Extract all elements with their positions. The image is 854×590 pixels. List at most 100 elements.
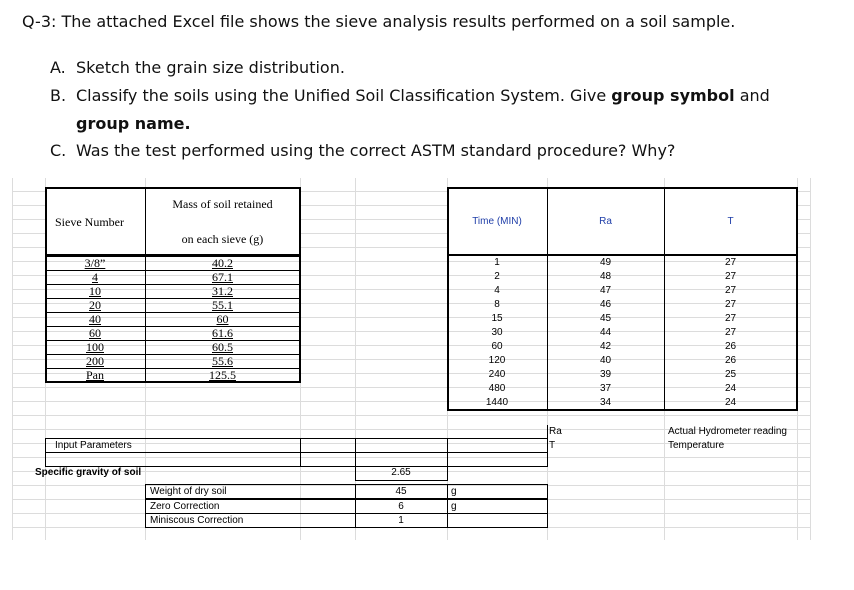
cell <box>447 438 548 453</box>
mass-retained: 60.5 <box>212 340 233 354</box>
hydrometer-value: 27 <box>724 299 737 310</box>
hydrometer-value: 26 <box>724 341 737 352</box>
mass-retained: 125.5 <box>209 368 236 382</box>
emphasis: group name. <box>76 114 191 133</box>
grid-column <box>355 178 356 540</box>
task-line: Classify the soils using the Unified Soi… <box>76 86 770 105</box>
param-label: Specific gravity of soil <box>35 467 142 478</box>
input-title: Input Parameters <box>55 440 132 451</box>
hydrometer-value: 120 <box>488 355 506 366</box>
hydrometer-value: 15 <box>491 313 503 324</box>
task-text: Classify the soils using the Unified Soi… <box>76 86 607 105</box>
hydrometer-value: 26 <box>724 355 737 366</box>
joiner: and <box>739 86 770 105</box>
hydrometer-value: 49 <box>599 257 612 268</box>
sieve-number: 60 <box>89 326 101 340</box>
param-value: 6 <box>398 500 404 512</box>
hydrometer-value: 39 <box>599 369 612 380</box>
frame <box>447 256 798 411</box>
hydrometer-value: 48 <box>599 271 612 282</box>
header: Sieve Number <box>55 215 124 229</box>
sieve-number: 3/8” <box>84 256 106 270</box>
hydrometer-value: 25 <box>724 369 737 380</box>
hydrometer-value: 44 <box>599 327 612 338</box>
cell <box>355 438 448 453</box>
mass-retained: 55.1 <box>212 298 233 312</box>
mass-retained: 40.2 <box>212 256 233 270</box>
task-marker: B. <box>50 86 67 105</box>
param-value: 1 <box>398 515 404 526</box>
hydrometer-value: 480 <box>488 383 506 394</box>
legend-meaning: Temperature <box>668 440 725 451</box>
hydrometer-value: 60 <box>491 341 503 352</box>
hydrometer-value: 4 <box>494 285 500 296</box>
hydrometer-value: 24 <box>724 397 737 408</box>
sieve-number: 40 <box>89 312 101 326</box>
param-unit: g <box>451 486 457 497</box>
legend-meaning: Actual Hydrometer reading <box>668 426 787 437</box>
param-label: Weight of dry soil <box>150 486 227 497</box>
header: Mass of soil retained <box>172 197 273 211</box>
sieve-number: 100 <box>86 340 104 354</box>
cell <box>447 452 548 467</box>
hydrometer-value: 37 <box>599 383 612 394</box>
hydrometer-value: 42 <box>599 341 612 352</box>
cell <box>447 498 548 514</box>
divider <box>145 187 146 256</box>
mass-retained: 60 <box>216 312 229 326</box>
legend-symbol: T <box>549 440 556 451</box>
header: Ra <box>599 216 612 227</box>
emphasis: group symbol <box>611 86 735 105</box>
hydrometer-header <box>447 187 798 256</box>
sieve-header <box>45 187 301 256</box>
hydrometer-value: 47 <box>599 285 612 296</box>
divider <box>547 187 548 410</box>
sieve-number: 20 <box>89 298 101 312</box>
mass-retained: 55.6 <box>212 354 233 368</box>
task-text: Sketch the grain size distribution. <box>76 58 345 77</box>
hydrometer-value: 27 <box>724 313 737 324</box>
frame <box>45 256 301 383</box>
sieve-number: 4 <box>92 270 98 284</box>
hydrometer-value: 1440 <box>485 397 509 408</box>
hydrometer-value: 40 <box>599 355 612 366</box>
cell <box>300 452 356 467</box>
header: Time (MIN) <box>472 216 522 227</box>
task-marker: A. <box>50 58 66 77</box>
hydrometer-value: 2 <box>494 271 500 282</box>
question: Q-3: The attached Excel file shows the s… <box>22 12 736 31</box>
hydrometer-value: 27 <box>724 257 737 268</box>
sieve-number: Pan <box>86 368 104 382</box>
mass-retained: 31.2 <box>212 284 233 298</box>
param-value: 2.65 <box>391 467 411 478</box>
hydrometer-value: 8 <box>494 299 500 310</box>
mass-retained: 67.1 <box>212 270 233 284</box>
param-label: Zero Correction <box>150 500 220 512</box>
hydrometer-value: 27 <box>724 271 737 282</box>
task-marker: C. <box>50 141 67 160</box>
grid-column <box>12 178 13 540</box>
cell <box>355 466 448 481</box>
header: T <box>727 216 734 227</box>
legend-symbol: Ra <box>549 426 562 437</box>
hydrometer-value: 34 <box>599 397 612 408</box>
cell <box>447 484 548 499</box>
cell <box>45 452 301 467</box>
hydrometer-value: 1 <box>494 257 500 268</box>
hydrometer-value: 30 <box>491 327 503 338</box>
hydrometer-value: 240 <box>488 369 506 380</box>
param-label: Miniscous Correction <box>150 515 244 526</box>
grid-column <box>810 178 811 540</box>
hydrometer-value: 46 <box>599 299 612 310</box>
divider <box>664 187 665 410</box>
cell <box>355 452 448 467</box>
param-unit: g <box>451 500 457 512</box>
hydrometer-value: 27 <box>724 285 737 296</box>
hydrometer-value: 24 <box>724 383 737 394</box>
sieve-number: 10 <box>89 284 101 298</box>
hydrometer-value: 45 <box>599 313 612 324</box>
param-value: 45 <box>395 486 407 497</box>
hydrometer-value: 27 <box>724 327 737 338</box>
cell <box>300 438 356 453</box>
